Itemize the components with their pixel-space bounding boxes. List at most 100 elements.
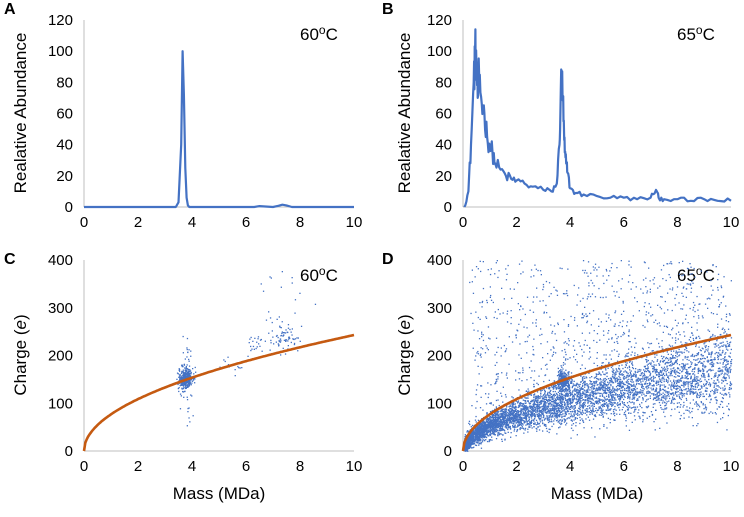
scatter-point (495, 425, 497, 427)
scatter-point (587, 388, 589, 390)
scatter-point (539, 397, 541, 399)
scatter-point (190, 384, 192, 386)
scatter-point (726, 383, 728, 385)
scatter-point (182, 369, 184, 371)
scatter-point (182, 385, 185, 387)
scatter-point (616, 413, 618, 415)
scatter-point (602, 379, 604, 381)
scatter-point (565, 353, 567, 356)
scatter-point (525, 397, 527, 399)
scatter-point (472, 434, 474, 436)
scatter-point (519, 404, 521, 406)
scatter-point (598, 389, 600, 391)
scatter-point (688, 381, 690, 383)
scatter-point (481, 422, 483, 424)
scatter-point (635, 380, 637, 382)
scatter-point (503, 422, 506, 424)
scatter-point (583, 380, 585, 383)
scatter-point (185, 367, 187, 369)
scatter-point (549, 390, 551, 392)
scatter-point (629, 369, 631, 371)
scatter-point (492, 427, 494, 429)
scatter-point (517, 413, 520, 416)
scatter-point (487, 435, 489, 437)
scatter-point (278, 345, 280, 347)
scatter-point (697, 379, 699, 382)
scatter-point (591, 391, 593, 393)
scatter-point (488, 440, 491, 442)
scatter-point (681, 396, 683, 398)
scatter-point (543, 407, 545, 410)
scatter-point (697, 353, 699, 355)
scatter-point (625, 376, 627, 378)
scatter-point (474, 438, 476, 441)
scatter-point (690, 378, 692, 380)
scatter-point (195, 371, 197, 373)
scatter-point (640, 383, 642, 386)
scatter-point (179, 378, 181, 380)
scatter-point (560, 389, 562, 391)
scatter-point (587, 405, 589, 408)
scatter-point (608, 399, 610, 401)
scatter-point (567, 417, 569, 419)
scatter-point (708, 375, 710, 378)
scatter-point (522, 423, 524, 425)
scatter-point (185, 375, 187, 377)
scatter-point (511, 403, 513, 405)
scatter-point (524, 413, 527, 415)
scatter-point (662, 372, 665, 374)
scatter-point (536, 405, 538, 408)
scatter-point (615, 394, 617, 396)
scatter-point (717, 385, 719, 387)
scatter-point (183, 364, 186, 366)
scatter-point (665, 403, 668, 405)
scatter-point (542, 400, 544, 402)
scatter-point (638, 409, 640, 411)
scatter-point (709, 383, 712, 385)
scatter-point (724, 357, 726, 359)
scatter-point (676, 387, 678, 389)
scatter-point (582, 421, 585, 423)
scatter-point (191, 382, 193, 384)
scatter-point (566, 389, 568, 392)
scatter-point (509, 407, 511, 410)
scatter-point (259, 345, 261, 347)
scatter-point (513, 407, 515, 409)
scatter-point (700, 380, 703, 382)
scatter-point (674, 398, 676, 400)
scatter-point (184, 375, 186, 378)
scatter-point (563, 376, 565, 379)
scatter-point (549, 411, 551, 413)
scatter-point (505, 409, 507, 411)
scatter-point (667, 357, 669, 360)
scatter-point (278, 344, 280, 346)
scatter-point (714, 383, 716, 385)
scatter-point (564, 383, 566, 385)
scatter-point (258, 343, 260, 345)
scatter-point (560, 399, 562, 402)
scatter-point (577, 395, 579, 398)
scatter-point (634, 352, 636, 354)
scatter-point (641, 390, 643, 392)
scatter-point (660, 407, 662, 409)
scatter-point (590, 405, 592, 407)
scatter-point (632, 391, 634, 393)
y-tick-label: 120 (427, 12, 452, 29)
scatter-point (729, 352, 732, 354)
x-tick-label: 2 (512, 214, 520, 231)
scatter-point (630, 370, 632, 372)
scatter-point (542, 414, 544, 416)
scatter-point (485, 433, 488, 436)
scatter-point (613, 412, 616, 414)
scatter-point (606, 384, 608, 386)
scatter-point (628, 389, 630, 392)
scatter-point (542, 407, 544, 409)
scatter-point (520, 417, 522, 419)
scatter-point (675, 355, 677, 357)
scatter-point (269, 276, 271, 278)
scatter-point (182, 387, 185, 390)
scatter-point (188, 360, 190, 362)
scatter-point (541, 419, 543, 421)
scatter-point (291, 282, 293, 284)
scatter-point (471, 447, 473, 449)
